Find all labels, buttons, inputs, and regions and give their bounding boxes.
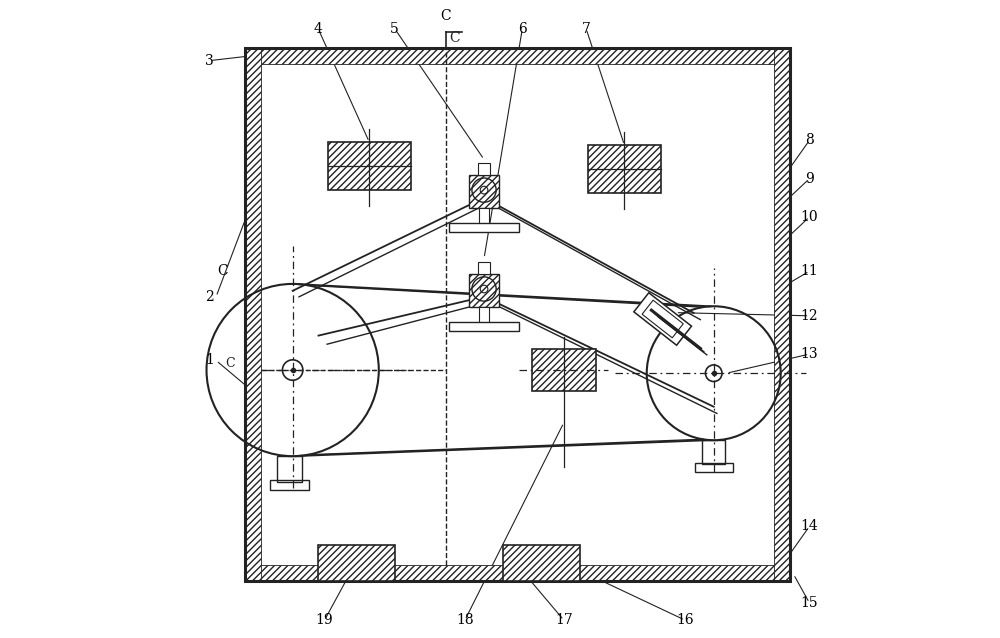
Bar	[479, 307, 489, 323]
Bar	[503, 545, 580, 581]
Text: 8: 8	[805, 133, 814, 147]
Text: 7: 7	[582, 22, 591, 36]
Text: 5: 5	[390, 22, 399, 36]
Bar	[774, 48, 790, 581]
Bar	[469, 175, 499, 208]
Bar	[245, 48, 790, 64]
Bar	[479, 208, 489, 224]
Text: 12: 12	[801, 309, 818, 323]
Bar	[270, 480, 309, 490]
Text: 18: 18	[456, 613, 474, 627]
Text: 16: 16	[676, 613, 694, 627]
Bar	[245, 48, 790, 581]
Bar	[695, 463, 733, 472]
Bar	[277, 456, 302, 482]
Text: 10: 10	[801, 210, 818, 224]
Text: 17: 17	[555, 613, 573, 627]
Text: 19: 19	[316, 613, 333, 627]
Bar	[702, 440, 725, 464]
Text: C: C	[440, 9, 451, 23]
Bar	[478, 262, 490, 274]
Text: 13: 13	[801, 347, 818, 361]
Bar	[245, 565, 790, 581]
Text: 6: 6	[518, 22, 527, 36]
Text: 1: 1	[205, 353, 214, 367]
Bar	[318, 545, 395, 581]
Text: 14: 14	[801, 519, 818, 533]
Text: 3: 3	[205, 54, 214, 68]
Bar	[328, 142, 411, 190]
Bar	[478, 163, 490, 175]
Text: 2: 2	[205, 290, 214, 304]
Text: 11: 11	[801, 264, 818, 278]
Bar	[449, 322, 519, 331]
Text: C: C	[217, 264, 228, 278]
Polygon shape	[634, 293, 692, 345]
Text: 4: 4	[314, 22, 323, 36]
Bar	[449, 223, 519, 232]
Text: C: C	[226, 357, 235, 370]
Bar	[588, 145, 661, 193]
Text: 9: 9	[805, 172, 814, 186]
Bar	[469, 274, 499, 307]
Text: C: C	[449, 31, 460, 45]
Text: 15: 15	[801, 596, 818, 610]
Bar	[532, 350, 596, 390]
Bar	[245, 48, 261, 581]
